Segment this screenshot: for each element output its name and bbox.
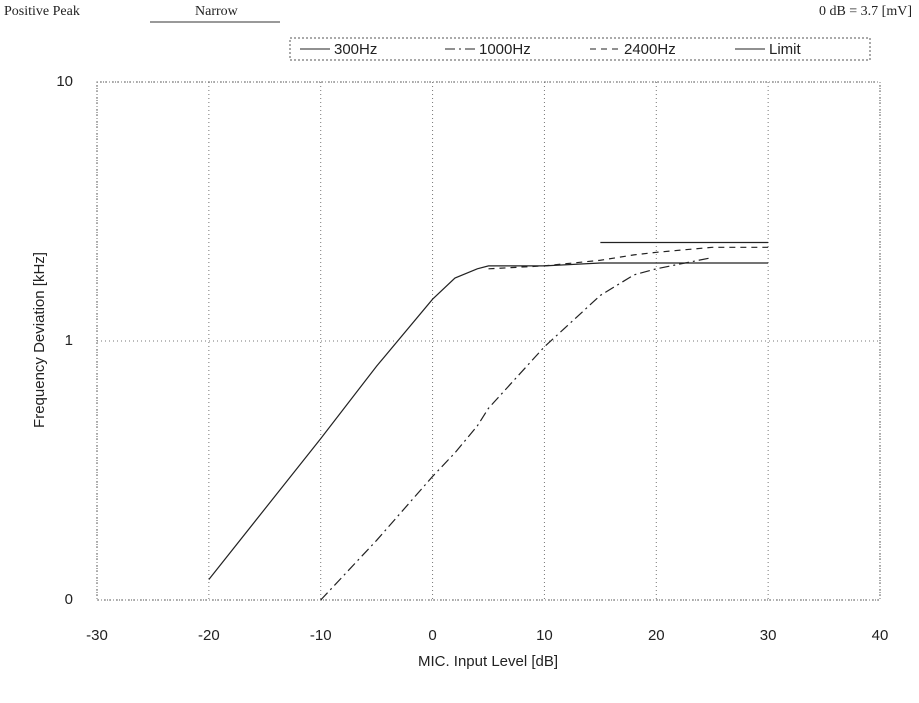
x-tick-label: 10 <box>536 627 553 644</box>
x-tick-label: 40 <box>872 627 889 644</box>
y-tick-label: 10 <box>56 73 73 90</box>
legend-label: 300Hz <box>334 41 377 58</box>
series-line <box>488 246 769 270</box>
y-axis-title: Frequency Deviation [kHz] <box>31 252 48 428</box>
filter-label: Narrow <box>195 4 239 19</box>
x-tick-label: 30 <box>760 627 777 644</box>
legend-label: 2400Hz <box>624 41 676 58</box>
legend-label: Limit <box>769 41 802 58</box>
x-tick-label: -30 <box>86 627 108 644</box>
legend-label: 1000Hz <box>479 41 531 58</box>
x-axis-title: MIC. Input Level [dB] <box>418 653 558 670</box>
y-tick-label: 0 <box>65 591 73 608</box>
series-line <box>320 256 713 601</box>
series-line <box>208 262 769 580</box>
x-tick-label: 20 <box>648 627 665 644</box>
x-tick-label: -10 <box>310 627 332 644</box>
mode-label: Positive Peak <box>4 4 80 19</box>
plot-frame <box>96 81 881 601</box>
legend-box <box>289 37 871 61</box>
y-tick-label: 1 <box>65 332 73 349</box>
reference-label: 0 dB = 3.7 [mV] <box>819 4 912 19</box>
x-tick-label: -20 <box>198 627 220 644</box>
x-tick-label: 0 <box>428 627 436 644</box>
